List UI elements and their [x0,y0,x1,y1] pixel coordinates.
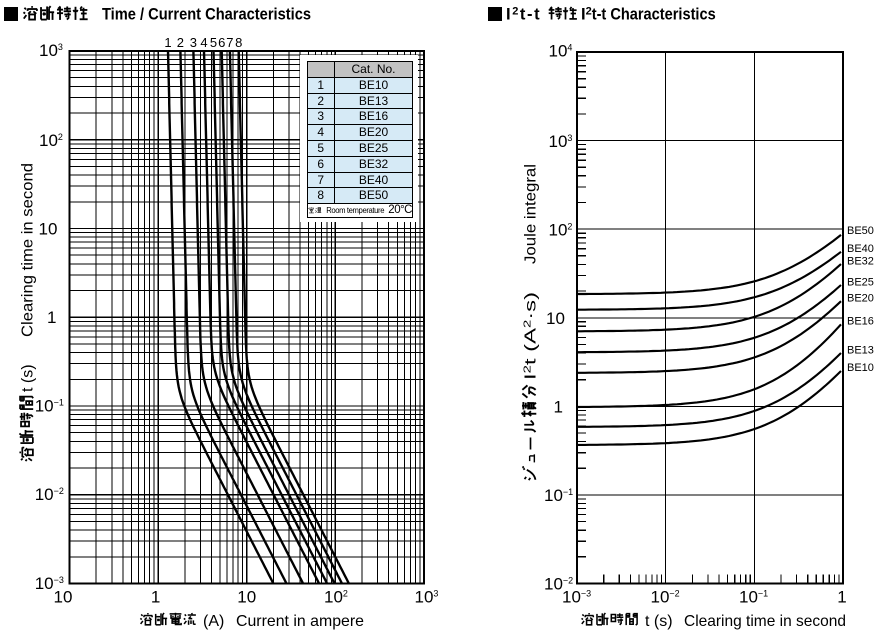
svg-text:104: 104 [549,42,573,61]
svg-text:10−1: 10−1 [544,486,573,505]
svg-text:10−2: 10−2 [651,588,680,607]
svg-text:Clearing time in second: Clearing time in second [20,163,37,337]
svg-text:Joule integral: Joule integral [523,164,540,264]
svg-text:102: 102 [39,131,63,150]
svg-text:2: 2 [177,35,184,50]
svg-text:BE32: BE32 [847,256,874,268]
svg-text:BE25: BE25 [847,277,874,289]
svg-text:BE40: BE40 [847,243,874,255]
svg-text:103: 103 [39,41,63,60]
svg-text:4: 4 [200,35,207,50]
svg-text:BE13: BE13 [847,345,874,357]
svg-text:I2t-t Characteristics: I2t-t Characteristics [581,6,716,24]
svg-text:BE20: BE20 [847,293,874,305]
svg-text:5: 5 [210,35,217,50]
svg-text:Clearing time in second: Clearing time in second [684,613,846,630]
svg-text:103: 103 [415,588,439,607]
svg-text:10: 10 [54,588,73,607]
svg-text:I2t-t: I2t-t [506,6,541,24]
svg-text:102: 102 [324,588,348,607]
svg-text:10: 10 [237,588,256,607]
svg-text:103: 103 [549,132,573,151]
svg-text:10−1: 10−1 [35,397,64,416]
svg-text:Time / Current Characteristics: Time / Current Characteristics [102,5,311,24]
svg-text:102: 102 [549,221,573,240]
svg-text:BE16: BE16 [847,316,874,328]
svg-text:Current in ampere: Current in ampere [236,613,364,630]
svg-text:10: 10 [546,309,565,328]
svg-text:1: 1 [47,308,56,327]
svg-text:BE50: BE50 [847,225,874,237]
svg-text:1: 1 [837,588,846,607]
svg-text:1: 1 [164,35,171,50]
svg-text:10−2: 10−2 [35,485,64,504]
svg-text:3: 3 [190,35,197,50]
svg-text:6: 6 [218,35,225,50]
svg-text:I2t (A2·s): I2t (A2·s) [523,292,540,380]
svg-text:BE10: BE10 [847,362,874,374]
svg-text:t (s): t (s) [20,364,37,392]
svg-text:1: 1 [554,398,563,417]
svg-text:8: 8 [235,35,242,50]
svg-text:10−1: 10−1 [739,588,768,607]
svg-text:7: 7 [226,35,233,50]
svg-text:(A): (A) [203,613,224,630]
svg-text:1: 1 [151,588,160,607]
svg-text:10: 10 [39,220,58,239]
svg-text:10−3: 10−3 [562,588,591,607]
svg-text:t (s): t (s) [645,613,673,630]
